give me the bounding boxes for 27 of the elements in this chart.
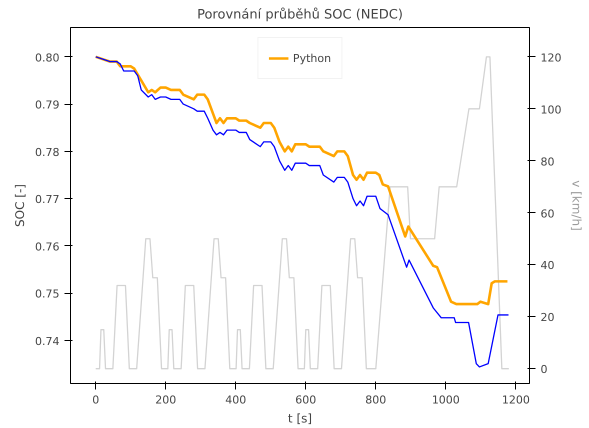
y2-tick-label: 120 [540,51,562,64]
y-axis-title: SOC [-] [13,184,28,227]
y2-tick-label: 100 [540,103,562,116]
y2-axis-title: v [km/h] [569,180,584,231]
y-tick-label: 0.78 [35,146,60,159]
y-tick-label: 0.79 [35,98,60,112]
x-tick-label: 0 [92,394,100,406]
y2-tick-label: 60 [540,207,554,220]
x-tick-label: 200 [155,394,176,406]
x-tick-label: 1000 [432,394,460,406]
y2-tick-label: 80 [540,155,554,168]
y2-tick-label: 40 [540,259,554,272]
y2-tick-label: 0 [540,363,548,376]
x-tick-label: 800 [365,394,386,406]
line-series [94,56,509,306]
x-tick-label: 600 [295,394,316,406]
y-tick-label: 0.75 [35,288,60,301]
y-tick-label: 0.76 [35,240,60,254]
y-tick-label: 0.77 [35,193,60,206]
x-axis-title: t [s] [288,412,312,426]
x-tick-label: 400 [225,394,246,406]
chart-title: Porovnání průběhů SOC (NEDC) [197,6,403,22]
y-tick-label: 0.74 [35,334,60,348]
legend-label: Python [292,52,332,64]
y2-tick-label: 20 [540,311,554,324]
x-tick-label: 1200 [502,394,530,406]
y-tick-label: 0.80 [35,51,60,64]
